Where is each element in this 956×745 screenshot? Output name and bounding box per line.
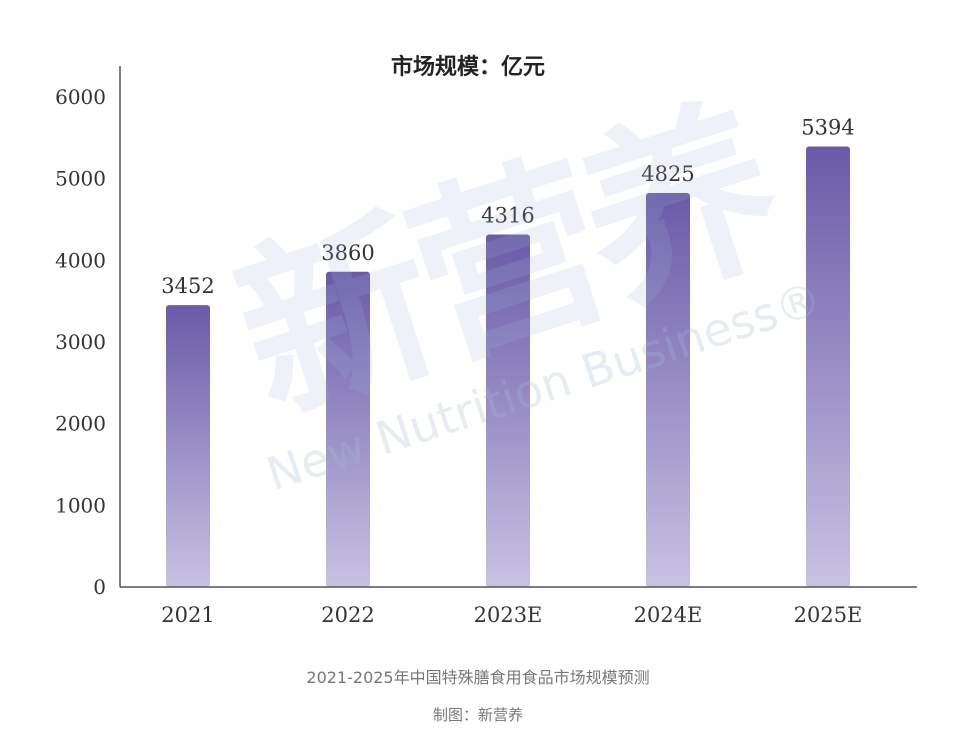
x-tick-label: 2021 [161, 603, 214, 627]
chart-title: 市场规模：亿元 [391, 54, 545, 80]
y-tick-label: 2000 [55, 412, 106, 436]
bar-2022 [326, 271, 370, 587]
x-tick-label: 2025E [794, 603, 863, 627]
bar-2021 [166, 305, 210, 587]
x-tick-label: 2023E [474, 603, 543, 627]
bar-2025E [806, 146, 850, 588]
x-tick-label: 2022 [321, 603, 374, 627]
y-tick-label: 0 [93, 575, 106, 599]
figure-credit: 制图：新营养 [432, 706, 523, 724]
data-label: 5394 [801, 115, 854, 139]
y-tick-label: 6000 [55, 85, 106, 109]
bar-chart: 市场规模：亿元 0 1000 2000 3000 4000 5000 6000 3452 38… [55, 54, 917, 627]
data-label: 3860 [321, 241, 374, 265]
x-tick-label: 2024E [634, 603, 703, 627]
data-label: 3452 [161, 274, 214, 298]
data-label: 4825 [641, 162, 694, 186]
y-tick-label: 3000 [55, 330, 106, 354]
bar-2024E [646, 192, 690, 588]
y-tick-label: 4000 [55, 248, 106, 272]
figure-caption: 2021-2025年中国特殊膳食用食品市场规模预测 [306, 668, 650, 687]
bar-2023E [486, 234, 530, 587]
y-tick-label: 5000 [55, 167, 106, 191]
data-label: 4316 [481, 204, 534, 228]
y-tick-label: 1000 [55, 493, 106, 517]
